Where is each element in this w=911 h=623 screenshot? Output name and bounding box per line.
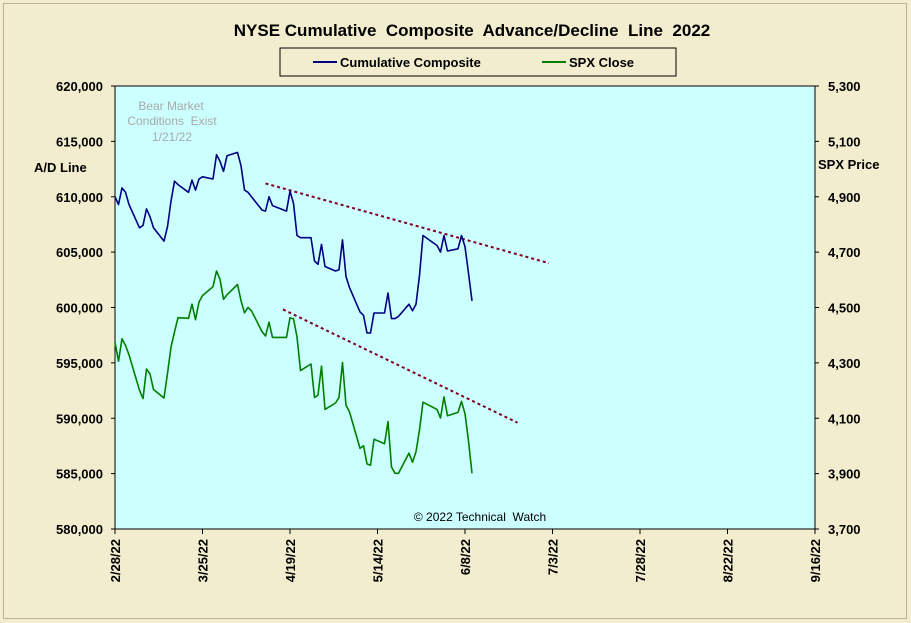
legend-box <box>279 47 677 77</box>
legend: Cumulative Composite SPX Close <box>279 47 677 77</box>
x-tick-label: 6/8/22 <box>458 539 473 575</box>
left-tick-label: 595,000 <box>56 356 103 371</box>
trendlines <box>265 182 550 424</box>
left-tick-label: 605,000 <box>56 245 103 260</box>
trendline <box>265 182 550 265</box>
right-tick-label: 4,500 <box>828 301 861 316</box>
right-tick-label: 4,300 <box>828 356 861 371</box>
left-axis-ticks: 580,000 585,000 590,000 595,000 600,000 605,0… <box>56 79 115 537</box>
x-tick-label: 9/16/22 <box>808 539 823 582</box>
right-tick-label: 3,700 <box>828 522 861 537</box>
x-axis-ticks: 2/28/22 3/25/22 4/19/22 5/14/22 6/8/22 7/3/22… <box>108 529 823 582</box>
left-tick-label: 620,000 <box>56 79 103 94</box>
right-tick-label: 4,700 <box>828 245 861 260</box>
right-axis-ticks: 3,700 3,900 4,100 4,300 4,500 4,700 4,900 5,100… <box>815 79 861 537</box>
series-line-cumulative-composite <box>114 151 473 334</box>
right-tick-label: 3,900 <box>828 467 861 482</box>
legend-label-spx-close: SPX Close <box>569 55 634 70</box>
left-tick-label: 615,000 <box>56 134 103 149</box>
x-tick-label: 3/25/22 <box>196 539 211 582</box>
trendline <box>282 308 518 424</box>
x-tick-label: 5/14/22 <box>371 539 386 582</box>
legend-label-cumulative-composite: Cumulative Composite <box>340 55 481 70</box>
left-axis-label: A/D Line <box>34 160 87 175</box>
x-tick-label: 4/19/22 <box>283 539 298 582</box>
series-lines <box>114 151 473 475</box>
left-tick-label: 585,000 <box>56 467 103 482</box>
annotation-line: 1/21/22 <box>152 130 192 144</box>
chart-title: NYSE Cumulative Composite Advance/Declin… <box>234 21 710 40</box>
left-tick-label: 600,000 <box>56 301 103 316</box>
plot-area <box>114 85 816 530</box>
right-axis-label: SPX Price <box>818 157 879 172</box>
right-tick-label: 5,300 <box>828 79 861 94</box>
x-tick-label: 2/28/22 <box>108 539 123 582</box>
left-tick-label: 580,000 <box>56 522 103 537</box>
copyright-annotation: © 2022 Technical Watch <box>414 510 546 524</box>
page-border <box>3 3 907 619</box>
series-line-spx-close <box>114 270 473 475</box>
x-tick-label: 8/22/22 <box>721 539 736 582</box>
left-tick-label: 590,000 <box>56 411 103 426</box>
right-tick-label: 5,100 <box>828 134 861 149</box>
right-tick-label: 4,900 <box>828 190 861 205</box>
annotation-line: Conditions Exist <box>127 114 217 128</box>
right-tick-label: 4,100 <box>828 411 861 426</box>
left-tick-label: 610,000 <box>56 190 103 205</box>
x-tick-label: 7/28/22 <box>633 539 648 582</box>
bear-market-annotation: Bear Market Conditions Exist 1/21/22 <box>127 99 217 144</box>
annotation-line: Bear Market <box>138 99 204 113</box>
x-tick-label: 7/3/22 <box>546 539 561 575</box>
